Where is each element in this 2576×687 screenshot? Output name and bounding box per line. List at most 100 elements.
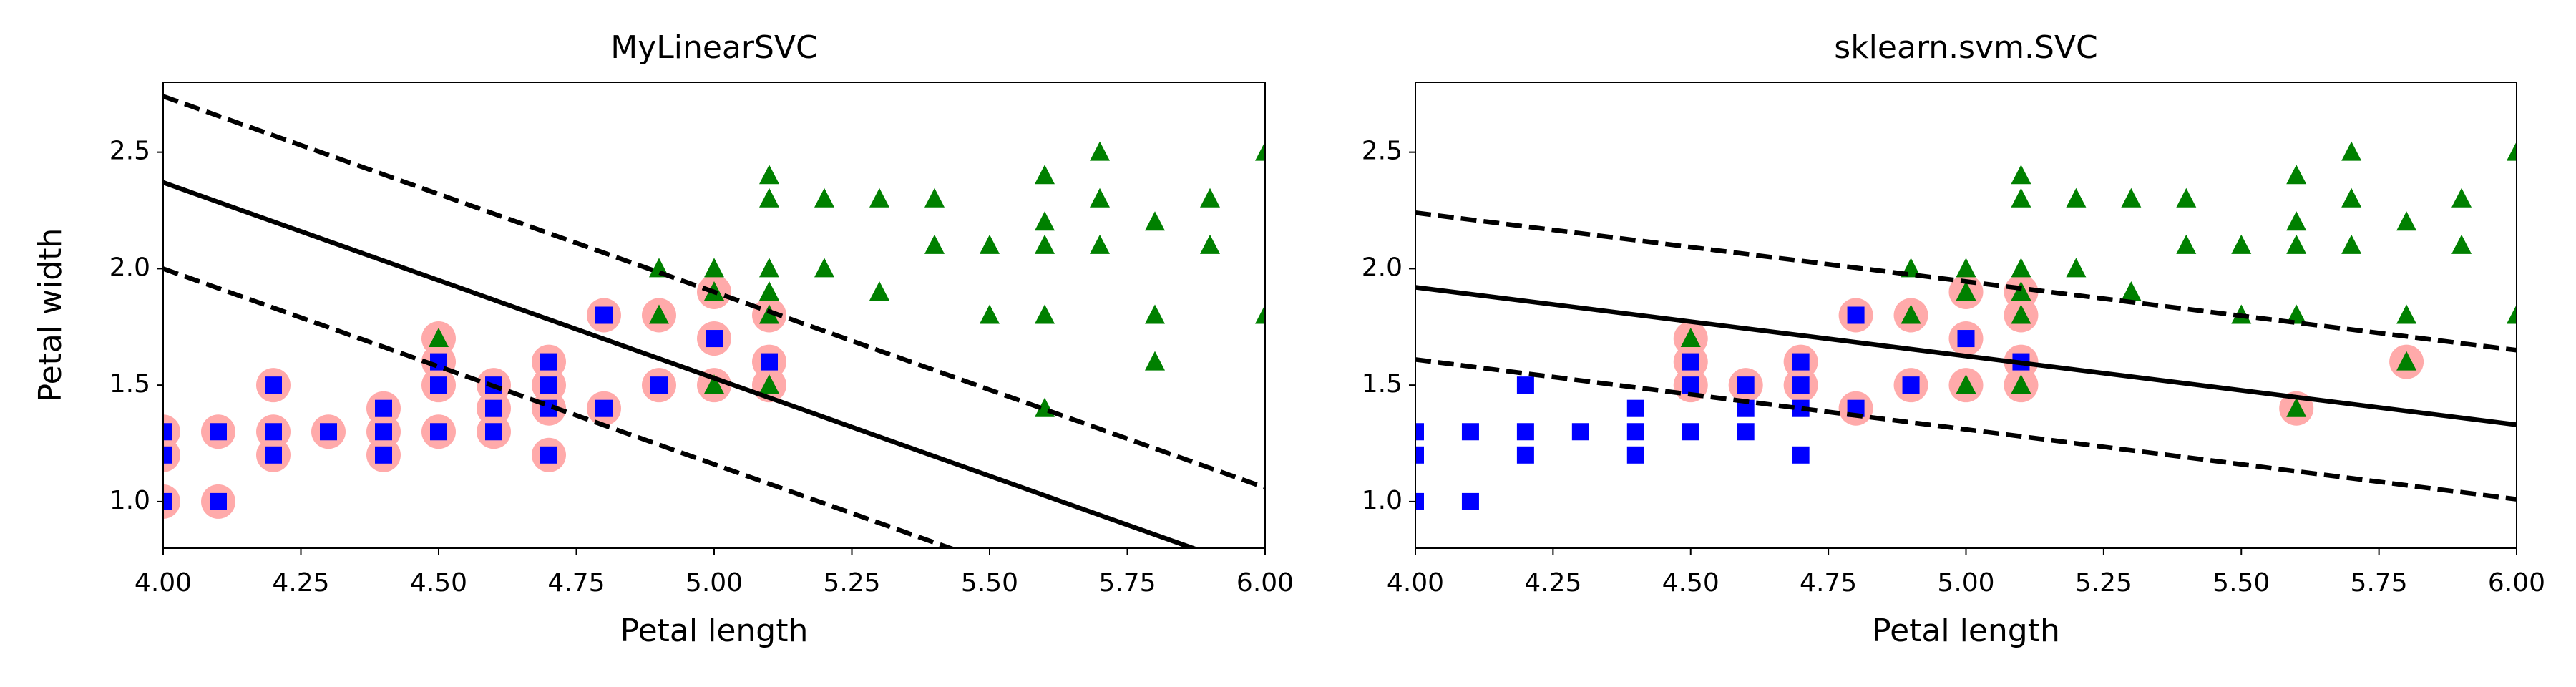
square-point	[1516, 423, 1534, 441]
square-point	[265, 423, 282, 441]
square-point	[1571, 423, 1589, 441]
square-point	[320, 423, 337, 441]
y-tick-label: 2.5	[1362, 137, 1402, 166]
square-point	[540, 353, 557, 371]
square-point	[375, 446, 392, 464]
triangle-point	[2121, 187, 2142, 208]
square-point	[485, 399, 502, 417]
square-point	[1682, 423, 1699, 441]
x-tick-label: 5.75	[2351, 568, 2408, 598]
x-tick-label: 4.75	[547, 568, 605, 598]
square-point	[761, 353, 778, 371]
triangle-point	[814, 258, 834, 278]
triangle-point	[1145, 304, 1165, 324]
square-point	[1957, 330, 1975, 348]
triangle-point	[759, 258, 779, 278]
square-point	[430, 376, 447, 394]
y-tick-label: 1.0	[109, 486, 150, 515]
square-point	[706, 330, 723, 348]
triangle-point	[1145, 211, 1165, 231]
x-tick-label: 4.00	[1387, 568, 1444, 598]
triangle-point	[1255, 304, 1265, 324]
x-tick-label: 4.25	[1524, 568, 1581, 598]
square-point	[1847, 306, 1865, 324]
x-tick-label: 5.25	[2075, 568, 2132, 598]
square-point	[210, 423, 227, 441]
square-point	[1516, 376, 1534, 394]
x-axis-label: Petal length	[620, 613, 809, 649]
square-point	[1737, 423, 1755, 441]
square-point	[540, 376, 557, 394]
square-point	[375, 423, 392, 441]
triangle-point	[1200, 234, 1220, 254]
x-tick-label: 5.50	[961, 568, 1018, 598]
triangle-point	[869, 281, 889, 301]
triangle-point	[2396, 351, 2417, 371]
square-point	[1737, 376, 1755, 394]
triangle-point	[1090, 141, 1110, 161]
triangle-point	[2286, 211, 2307, 231]
square-point	[265, 446, 282, 464]
margin-line	[163, 94, 1265, 490]
x-tick-label: 5.75	[1098, 568, 1156, 598]
triangle-point	[2451, 234, 2472, 254]
triangle-point	[759, 281, 779, 301]
triangle-point	[2396, 304, 2417, 324]
chart-title: sklearn.svm.SVC	[1834, 29, 2097, 66]
x-tick-label: 5.00	[686, 568, 743, 598]
square-point	[1415, 423, 1424, 441]
y-tick-label: 1.5	[109, 369, 150, 399]
triangle-point	[1956, 374, 1976, 394]
square-point	[540, 446, 557, 464]
triangle-point	[1035, 165, 1055, 185]
triangle-point	[2507, 141, 2517, 161]
triangle-point	[2341, 141, 2362, 161]
triangle-point	[980, 304, 1000, 324]
y-tick-label: 2.5	[109, 137, 150, 166]
square-point	[1792, 376, 1810, 394]
square-point	[1792, 353, 1810, 371]
triangle-point	[2176, 234, 2197, 254]
triangle-point	[1035, 234, 1055, 254]
triangle-point	[2011, 187, 2031, 208]
square-point	[595, 399, 613, 417]
triangle-point	[704, 258, 724, 278]
triangle-point	[2066, 258, 2087, 278]
margin-line	[1415, 210, 2517, 353]
triangle-point	[2011, 304, 2031, 324]
x-tick-label: 6.00	[2488, 568, 2545, 598]
triangle-point	[2121, 281, 2142, 301]
x-tick-label: 4.75	[1800, 568, 1857, 598]
square-point	[1461, 423, 1479, 441]
triangle-point	[1680, 328, 1701, 348]
y-axis-label: Petal width	[32, 228, 69, 403]
square-point	[1626, 399, 1644, 417]
x-tick-label: 5.00	[1937, 568, 1994, 598]
y-tick-label: 1.0	[1362, 486, 1402, 515]
square-point	[210, 492, 227, 510]
triangle-point	[980, 234, 1000, 254]
triangle-point	[704, 374, 724, 394]
triangle-point	[814, 187, 834, 208]
triangle-point	[759, 165, 779, 185]
y-tick-label: 2.0	[109, 253, 150, 282]
triangle-point	[759, 304, 779, 324]
triangle-point	[1956, 281, 1976, 301]
triangle-point	[2176, 187, 2197, 208]
square-point	[485, 423, 502, 441]
triangle-point	[1200, 187, 1220, 208]
triangle-point	[1035, 304, 1055, 324]
square-point	[1461, 492, 1479, 510]
triangle-point	[1901, 304, 1921, 324]
x-tick-label: 4.25	[272, 568, 329, 598]
x-tick-label: 5.50	[2212, 568, 2270, 598]
plot-area	[1415, 141, 2517, 510]
square-point	[1415, 446, 1424, 464]
triangle-point	[924, 234, 945, 254]
triangle-point	[2451, 187, 2472, 208]
triangle-point	[2341, 234, 2362, 254]
triangle-point	[1090, 234, 1110, 254]
square-point	[265, 376, 282, 394]
decision-boundary	[163, 180, 1200, 548]
